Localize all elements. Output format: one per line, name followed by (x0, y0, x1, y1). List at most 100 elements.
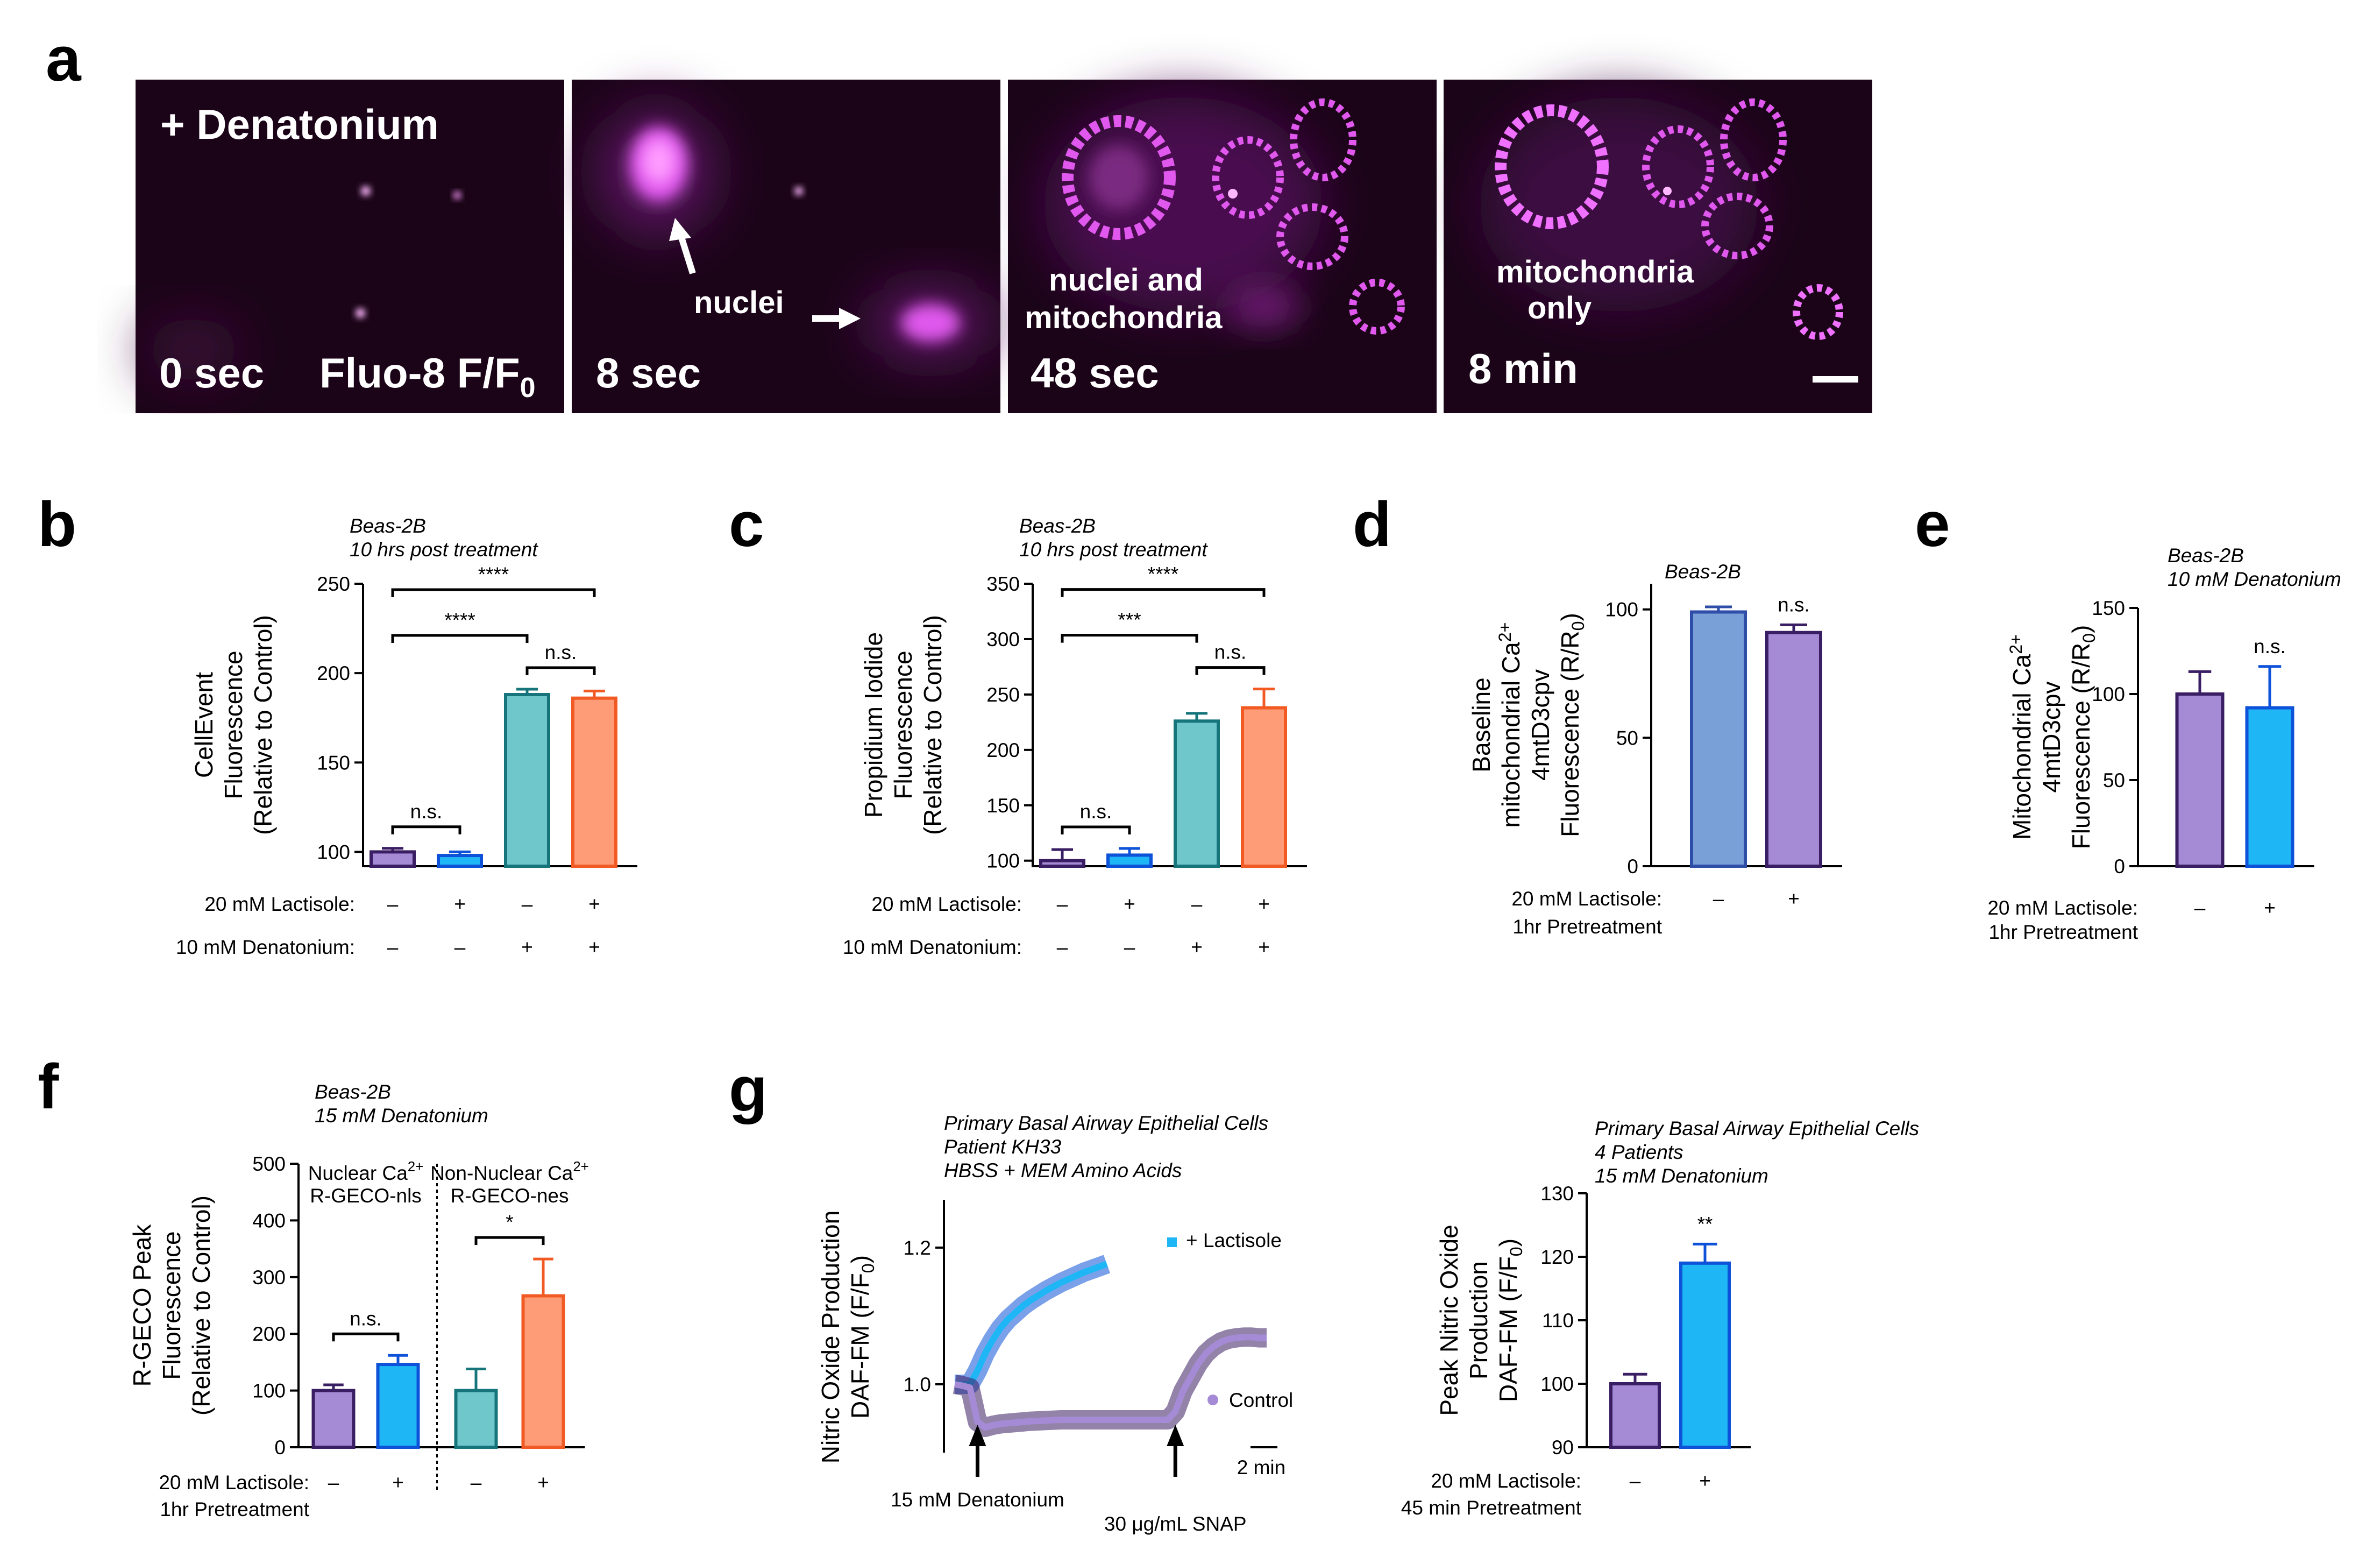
condition-value: – (1713, 888, 1724, 910)
y-tick-label: 200 (252, 1323, 286, 1345)
condition-value: + (1258, 936, 1270, 958)
chart-annotation: 15 mM Denatonium (315, 1105, 488, 1127)
line-chart-g: 1.0 1.2 Nitric Oxide Production DAF-FM (F/F… (816, 1112, 1293, 1535)
panel-letter-b: b (38, 489, 76, 560)
y-tick-label: 100 (2092, 683, 2125, 705)
y-axis-label: 4mtD3cpv (1526, 669, 1554, 781)
y-tick-label: 500 (252, 1153, 286, 1175)
condition-value: – (522, 893, 533, 915)
y-tick-label: 250 (317, 573, 350, 595)
bar-chart-f: 0 100 200 300 400 500 R-GECO Peak Fluorescence(… (128, 1081, 589, 1520)
bar (437, 854, 483, 868)
y-axis-label: R-GECO Peak (128, 1224, 156, 1387)
panel-letter-f: f (38, 1051, 59, 1122)
panel-letter-g: g (729, 1054, 768, 1125)
micrograph-0sec: + Denatonium 0 sec Fluo-8 F/F0 (136, 80, 564, 413)
label-mitochondria-only-1: mitochondria (1496, 254, 1694, 289)
panel-letter-e: e (1915, 489, 1950, 560)
significance-bracket (391, 588, 596, 598)
condition-label: 20 mM Lactisole: (1511, 888, 1662, 910)
panel-letter-c: c (729, 489, 764, 560)
bar (571, 696, 617, 868)
y-axis-label: (Relative to Control) (919, 615, 947, 835)
y-tick-label: 200 (317, 662, 350, 684)
bar (1174, 719, 1220, 868)
condition-label: 1hr Pretreatment (160, 1498, 309, 1520)
bar (1106, 853, 1153, 868)
y-axis-label: Peak Nitric Oxide (1435, 1225, 1463, 1416)
condition-value: + (588, 893, 600, 915)
condition-value: + (1258, 893, 1270, 915)
bar (1609, 1382, 1661, 1449)
condition-value: – (1124, 936, 1135, 958)
significance-label: n.s. (350, 1307, 382, 1329)
condition-value: + (588, 936, 600, 958)
frame-time-8sec: 8 sec (596, 349, 701, 397)
y-axis-label: Production (1465, 1261, 1493, 1379)
bar (370, 850, 416, 868)
condition-value: – (2194, 897, 2206, 919)
significance-bracket (1061, 634, 1198, 643)
condition-value: – (1191, 893, 1203, 915)
y-axis-label: Mitochondrial Ca2+​ (2006, 634, 2036, 840)
event-label: 30 μg/mL SNAP (1104, 1513, 1247, 1535)
bar (1241, 706, 1287, 868)
condition-value: – (328, 1471, 339, 1494)
significance-bracket (391, 634, 529, 643)
significance-bracket (474, 1236, 545, 1245)
y-tick-label: 110 (1542, 1310, 1574, 1332)
significance-label: **** (1148, 563, 1179, 585)
y-axis-label: Fluorescence (219, 650, 247, 799)
y-axis-label: Baseline (1467, 677, 1495, 772)
significance-bracket (525, 666, 596, 676)
significance-label: n.s. (1778, 593, 1810, 615)
y-tick-label: 130 (1540, 1183, 1574, 1205)
bar (504, 693, 550, 868)
chart-annotation: 4 Patients (1595, 1141, 1683, 1163)
y-axis-label: 4mtD3cpv (2037, 681, 2065, 792)
condition-label: 20 mM Lactisole: (204, 893, 355, 915)
series-error-band (953, 1327, 1269, 1437)
chart-annotation: 10 mM Denatonium (2168, 568, 2341, 590)
dye-label: Fluo-8 F/F (319, 349, 520, 397)
time-scale-label: 2 min (1237, 1456, 1285, 1478)
y-tick-label: 350 (986, 573, 1020, 595)
y-axis-label: CellEvent (190, 672, 218, 778)
condition-label: 20 mM Lactisole: (1431, 1470, 1581, 1492)
y-axis-label: Fluorescence (R/R0​) (1556, 613, 1588, 837)
chart-annotation: Primary Basal Airway Epithelial Cells (944, 1112, 1268, 1134)
y-axis-label: Fluorescence (R/R0​) (2067, 625, 2099, 850)
chart-annotation: Beas-2B (315, 1081, 391, 1103)
svg-text:Fluo-8 F/F0: Fluo-8 F/F0 (319, 349, 536, 404)
y-tick-label: 400 (252, 1209, 286, 1232)
legend-label: Control (1229, 1389, 1293, 1411)
micrograph-8min: mitochondria only 8 min (1444, 80, 1872, 413)
y-axis-label: (Relative to Control) (187, 1195, 215, 1416)
group-header: Non-Nuclear Ca2+​ (430, 1159, 589, 1184)
bar (311, 1389, 356, 1449)
y-tick-label: 0 (1627, 855, 1638, 877)
condition-value: + (1788, 888, 1800, 910)
y-tick-label: 100 (317, 841, 350, 863)
condition-value: – (1630, 1470, 1641, 1492)
y-axis-label: Fluorescence (889, 650, 917, 799)
chart-annotation: Beas-2B (1019, 515, 1096, 537)
label-nuclei: nuclei (694, 285, 784, 320)
y-tick-label: 200 (986, 739, 1020, 761)
condition-value: – (1057, 893, 1068, 915)
label-nuclei-and: nuclei and (1049, 263, 1203, 298)
chart-annotation: 15 mM Denatonium (1595, 1165, 1768, 1187)
series-line (955, 1261, 1108, 1388)
y-axis-label: DAF-FM (F/F0​) (1494, 1239, 1526, 1402)
frame-time-8min: 8 min (1468, 345, 1578, 392)
chart-annotation: HBSS + MEM Amino Acids (944, 1159, 1182, 1181)
chart-annotation: 10 hrs post treatment (1019, 539, 1208, 561)
group-header: R-GECO-nes (451, 1185, 569, 1207)
bar-chart-g: 90 100 110 120 130 Peak Nitric Oxide Productio… (1401, 1117, 1919, 1519)
significance-label: **** (444, 609, 475, 631)
bar (1039, 859, 1085, 868)
condition-value: – (471, 1471, 482, 1494)
condition-label: 1hr Pretreatment (1988, 921, 2138, 943)
condition-value: + (454, 893, 466, 915)
significance-bracket (1061, 588, 1266, 597)
